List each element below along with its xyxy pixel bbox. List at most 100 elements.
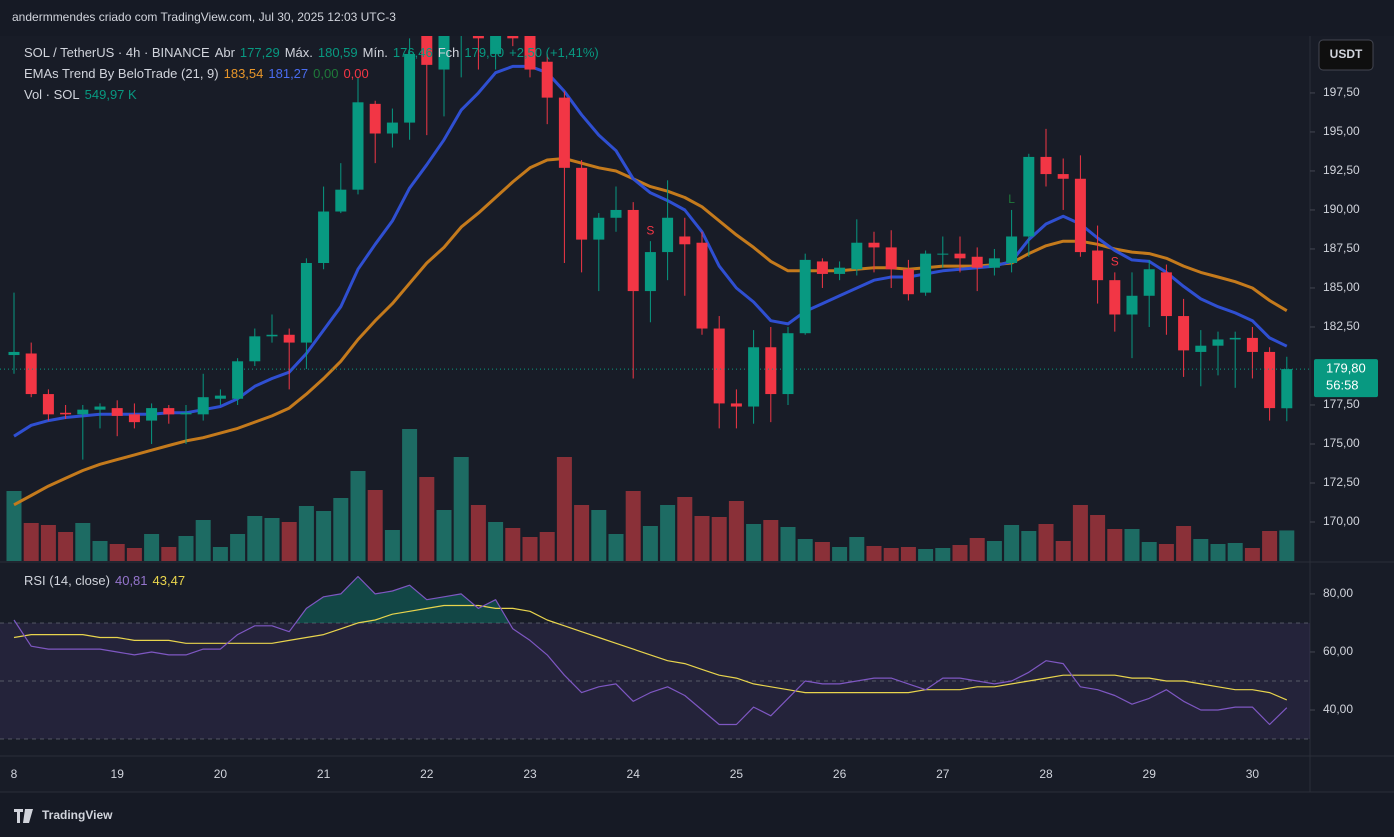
- candle-body: [42, 394, 54, 415]
- signal-down: 0,00: [343, 66, 369, 81]
- x-tick-label: 26: [833, 767, 847, 781]
- close-label: Fch: [437, 45, 460, 60]
- volume-bar: [6, 491, 22, 561]
- rsi-line: [13, 575, 1288, 726]
- high-label: Máx.: [284, 45, 313, 60]
- candle-body: [782, 333, 794, 395]
- volume-bar: [453, 457, 469, 561]
- candle-body: [971, 256, 983, 268]
- candle-body: [352, 102, 364, 190]
- candle-body: [60, 412, 72, 415]
- price-tag: [1314, 359, 1378, 398]
- candle-body: [1160, 272, 1172, 317]
- volume-bar: [1262, 531, 1278, 561]
- volume-bar: [539, 532, 555, 561]
- volume-bar: [952, 545, 968, 561]
- candle-body: [214, 395, 226, 399]
- volume-bar: [264, 518, 280, 561]
- candle-body: [163, 408, 175, 415]
- volume-bar: [814, 542, 830, 561]
- ema21-line: [13, 157, 1288, 507]
- volume-bar: [178, 536, 194, 561]
- y-tick-label: 170,00: [1323, 514, 1360, 528]
- candle-body: [558, 97, 570, 168]
- volume-bar: [1107, 529, 1123, 561]
- candle-body: [128, 414, 140, 423]
- x-tick-label: 29: [1143, 767, 1157, 781]
- y-tick-label: 187,50: [1323, 241, 1360, 255]
- candle-body: [1229, 337, 1241, 340]
- symbol: SOL / TetherUS · 4h · BINANCE: [24, 45, 210, 60]
- currency-button[interactable]: [1318, 39, 1374, 71]
- candle-body: [696, 242, 708, 329]
- x-tick-label: 30: [1246, 767, 1260, 781]
- open: 177,29: [239, 45, 280, 60]
- candle-body: [576, 167, 588, 240]
- volume-bar: [763, 520, 779, 561]
- vol-name: Vol · SOL: [24, 87, 80, 102]
- volume-bar: [144, 534, 160, 561]
- volume-bar: [230, 534, 246, 561]
- volume-bar: [470, 505, 486, 561]
- volume-bar: [23, 523, 39, 561]
- volume-bar: [556, 457, 572, 561]
- close: 179,80: [464, 45, 505, 60]
- candle-body: [954, 253, 966, 259]
- candle-body: [197, 397, 209, 415]
- candle-body: [799, 259, 811, 334]
- volume-bar: [728, 501, 744, 561]
- volume-bar: [402, 429, 418, 561]
- candle-body: [748, 347, 760, 407]
- rsi-pane: [0, 575, 1310, 740]
- logo: [14, 809, 33, 823]
- volume-bar: [1227, 543, 1243, 561]
- rsi-ma-value: 43,47: [152, 573, 186, 588]
- overbought-fill: [14, 576, 510, 623]
- volume-bar: [195, 520, 211, 561]
- volume-bar: [333, 498, 349, 561]
- volume-bar: [1141, 542, 1157, 561]
- volume-bar: [918, 549, 934, 561]
- volume-bar: [591, 510, 607, 561]
- candle-body: [8, 351, 20, 356]
- legend-symbol: SOL / TetherUS · 4h · BINANCE Abr 177,29 …: [24, 45, 599, 60]
- volume-bar: [419, 477, 435, 561]
- volume-bar: [780, 527, 796, 561]
- rsi-tick-label: 40,00: [1323, 702, 1353, 716]
- candle-body: [1109, 280, 1121, 315]
- legend-volume: Vol · SOL 549,97 K: [24, 87, 137, 102]
- volume-bar: [1210, 544, 1226, 561]
- signal-up: 0,00: [313, 66, 339, 81]
- price-tag-countdown: 56:58: [1326, 378, 1359, 393]
- volume-bar: [900, 547, 916, 561]
- y-tick-label: 192,50: [1323, 163, 1360, 177]
- vol-value: 549,97 K: [84, 87, 137, 102]
- ema-name: EMAs Trend By BeloTrade (21, 9): [24, 66, 219, 81]
- y-tick-label: 197,50: [1323, 85, 1360, 99]
- legend-rsi: RSI (14, close) 40,81 43,47: [24, 573, 185, 588]
- volume-bar: [58, 532, 74, 561]
- volume-bar: [1072, 505, 1088, 561]
- volume-bar: [986, 541, 1002, 561]
- rsi-name: RSI (14, close): [24, 573, 110, 588]
- candle-body: [1057, 174, 1069, 179]
- volume-bar: [40, 525, 56, 561]
- volume-bar: [660, 505, 676, 561]
- candle-body: [421, 36, 433, 65]
- volume-bar: [505, 528, 521, 561]
- volume-bar: [126, 548, 142, 561]
- candle-body: [318, 211, 330, 264]
- volume-bar: [677, 497, 693, 561]
- candle-body: [386, 122, 398, 134]
- candle-body: [730, 403, 742, 407]
- volume-bar: [247, 516, 263, 561]
- rsi-tick-label: 60,00: [1323, 644, 1353, 658]
- chart-title: andermmendes criado com TradingView.com,…: [12, 10, 396, 24]
- x-tick-label: 8: [11, 767, 18, 781]
- y-tick-label: 190,00: [1323, 202, 1360, 216]
- candle-body: [920, 253, 932, 293]
- y-tick-label: 177,50: [1323, 397, 1360, 411]
- volume-bar: [1244, 548, 1260, 561]
- y-tick-label: 195,00: [1323, 124, 1360, 138]
- volume-bar: [1021, 531, 1037, 561]
